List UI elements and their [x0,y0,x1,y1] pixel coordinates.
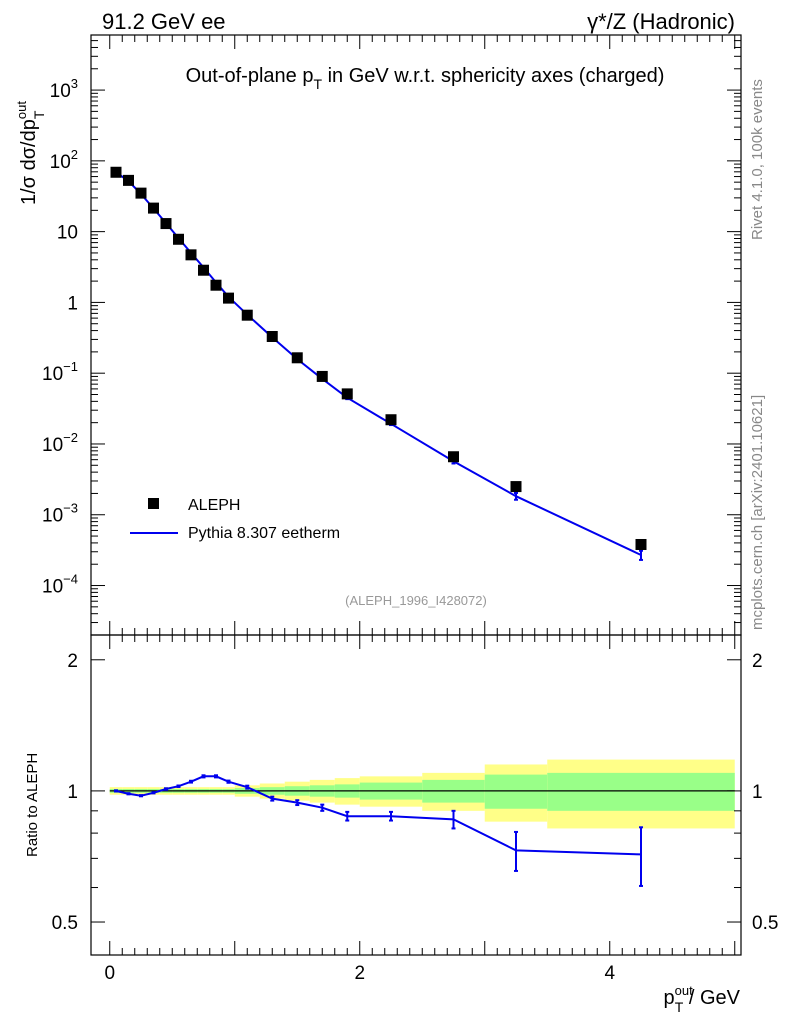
data-point [173,233,184,245]
data-point [635,538,647,550]
data-point [241,309,253,321]
legend-label-pythia: Pythia 8.307 eetherm [188,525,340,542]
y-tick-label: 10−4 [42,572,78,598]
legend: ALEPH Pythia 8.307 eetherm [130,497,340,542]
y-tick-label: 103 [50,76,78,102]
data-point [185,249,197,261]
data-point [448,451,459,463]
y-tick-label: 1 [67,293,78,314]
data-point [223,292,234,304]
data-point [210,279,222,291]
data-point [291,352,303,364]
header-energy: 91.2 GeV ee [102,9,226,34]
ratio-y-axis-label: Ratio to ALEPH [24,753,41,857]
uncertainty-band-inner [484,774,548,809]
main-y-axis-label: 1/σ dσ/dpout T [14,101,47,205]
header-process: γ*/Z (Hadronic) [587,9,735,34]
data-point [385,414,397,426]
ratio-y-tick-label: 0.5 [52,913,78,934]
data-point [160,218,172,230]
ratio-y-tick-label-right: 0.5 [752,913,778,934]
data-point [135,187,147,199]
y-tick-label: 10−1 [42,359,78,385]
ratio-y-tick-label: 2 [67,651,78,672]
x-tick-label: 2 [354,963,365,984]
y-tick-label: 102 [50,147,78,173]
x-tick-label: 0 [104,963,115,984]
uncertainty-band-inner [547,772,735,811]
data-point [123,174,134,186]
data-point [266,330,278,342]
ratio-y-tick-label-right: 2 [752,651,763,672]
x-tick-label: 4 [604,963,615,984]
data-point [148,202,159,214]
ratio-frame [90,634,742,956]
ratio-panel: 0.5 0.5 1 1 2 2 0 2 4 Ratio to ALEPH pout T / Ge… [24,35,778,1015]
ratio-y-tick-label: 1 [67,782,78,803]
ratio-y-ticks: 0.5 0.5 1 1 2 2 [52,651,779,934]
main-panel: 10−4 10−3 10−2 10−1 1 10 102 103 Out-of-plane p… [14,34,742,636]
side-label-rivet: Rivet 4.1.0, 100k events [749,79,766,240]
y-tick-label: 10 [57,223,78,244]
y-tick-label: 10−2 [42,430,78,456]
x-axis-ticks: 0 2 4 [104,35,736,984]
data-point [198,264,209,276]
data-point [110,166,122,178]
main-marks [110,166,647,561]
legend-label-aleph: ALEPH [188,497,240,514]
side-label-mcplots: mcplots.cern.ch [arXiv:2401.10621] [749,395,766,630]
analysis-reference: (ALEPH_1996_I428072) [345,593,487,608]
data-point [316,370,328,382]
x-axis-label: pout T / GeV [664,983,741,1015]
chart-title: Out-of-plane pT in GeV w.r.t. sphericity… [186,65,665,92]
legend-marker-aleph [148,498,159,509]
y-tick-label: 10−3 [42,501,78,527]
ratio-y-tick-label-right: 1 [752,782,763,803]
ratio-marks [109,759,735,887]
data-point [510,481,522,493]
data-point [341,388,353,400]
